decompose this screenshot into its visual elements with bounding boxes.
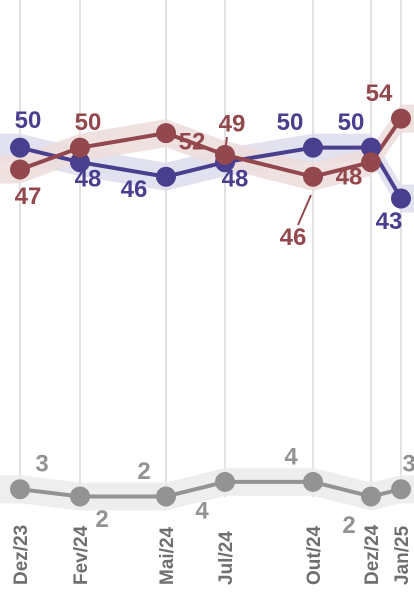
data-label: 47 bbox=[15, 183, 42, 210]
data-label: 43 bbox=[376, 208, 403, 235]
data-label: 50 bbox=[75, 109, 102, 136]
data-label: 2 bbox=[342, 512, 355, 539]
data-label: 48 bbox=[222, 166, 249, 193]
x-tick-label: Dez/23 bbox=[11, 525, 32, 585]
data-label: 2 bbox=[137, 458, 150, 485]
data-point bbox=[70, 152, 90, 173]
data-label: 3 bbox=[402, 451, 414, 478]
grid-lines bbox=[19, 0, 402, 497]
data-point bbox=[156, 486, 176, 507]
data-label: 48 bbox=[336, 164, 363, 191]
x-tick-label: Jan/25 bbox=[392, 525, 413, 585]
data-points bbox=[10, 108, 411, 507]
data-point bbox=[10, 159, 30, 180]
data-label: 50 bbox=[15, 107, 42, 134]
data-label: 54 bbox=[366, 80, 393, 107]
data-point bbox=[215, 471, 235, 492]
data-label: 50 bbox=[277, 109, 304, 136]
data-point bbox=[70, 137, 90, 158]
data-point bbox=[391, 188, 411, 209]
data-label: 3 bbox=[35, 451, 48, 478]
label-leader-line bbox=[297, 194, 312, 226]
data-label: 46 bbox=[121, 176, 148, 203]
data-point bbox=[215, 144, 235, 165]
data-point bbox=[10, 137, 30, 158]
data-point bbox=[303, 166, 323, 187]
data-label: 4 bbox=[284, 443, 298, 470]
data-point bbox=[361, 152, 381, 173]
data-point bbox=[361, 486, 381, 507]
data-label: 50 bbox=[338, 109, 365, 136]
data-point bbox=[361, 137, 381, 158]
data-label: 48 bbox=[75, 166, 102, 193]
data-point bbox=[10, 479, 30, 500]
data-point bbox=[156, 123, 176, 144]
data-labels: 50 48 46 48 50 50 43 47 50 52 49 46 48 54 3 2 2 4 4 2 3 bbox=[15, 80, 414, 539]
data-point bbox=[391, 479, 411, 500]
x-tick-label: Out/24 bbox=[304, 525, 325, 585]
data-point bbox=[303, 137, 323, 158]
x-tick-label: Fev/24 bbox=[71, 525, 92, 585]
data-label: 52 bbox=[179, 128, 206, 155]
data-point bbox=[70, 486, 90, 507]
data-point bbox=[303, 471, 323, 492]
data-point bbox=[156, 166, 176, 187]
data-label: 4 bbox=[195, 497, 209, 524]
x-tick-label: Mai/24 bbox=[157, 526, 178, 585]
data-point bbox=[391, 108, 411, 129]
x-tick-label: Jul/24 bbox=[216, 531, 237, 585]
data-label: 2 bbox=[95, 506, 108, 533]
x-axis: Dez/23 Fev/24 Mai/24 Jul/24 Out/24 Dez/24 Jan/… bbox=[11, 524, 413, 585]
data-label: 49 bbox=[219, 110, 246, 137]
x-tick-label: Dez/24 bbox=[362, 524, 383, 585]
data-label: 46 bbox=[280, 224, 307, 251]
